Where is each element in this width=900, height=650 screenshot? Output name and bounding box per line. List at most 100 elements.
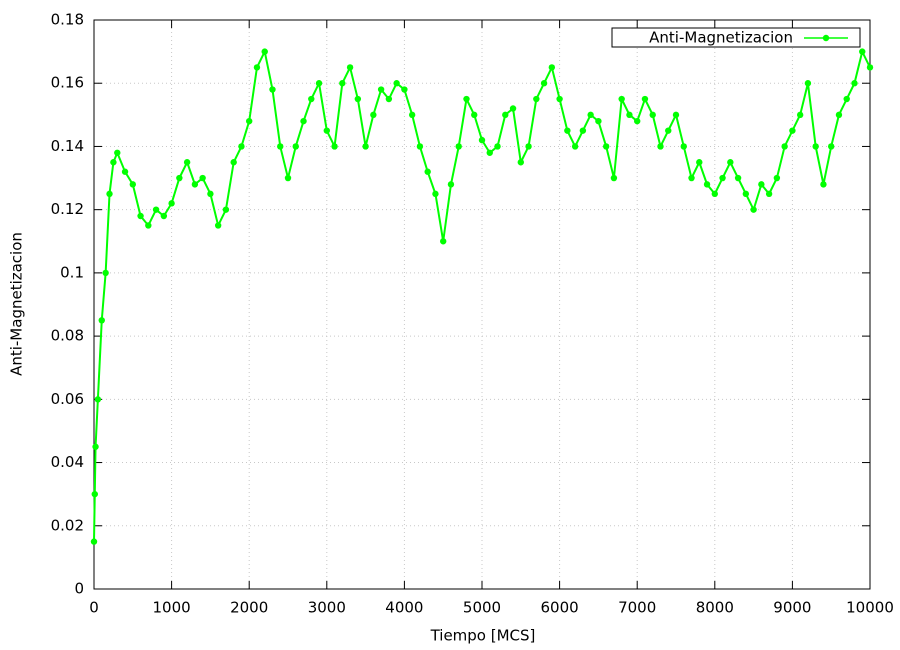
- data-point: [796, 111, 804, 119]
- x-tick-label: 8000: [696, 599, 734, 617]
- data-point: [571, 143, 579, 150]
- data-point: [486, 149, 493, 156]
- data-point: [804, 80, 812, 87]
- data-point: [408, 111, 416, 119]
- legend-box: [611, 27, 861, 48]
- data-point: [835, 111, 843, 119]
- data-point: [509, 105, 517, 112]
- x-tick-label: 10000: [846, 599, 894, 617]
- data-point: [781, 143, 788, 150]
- data-point: [703, 181, 711, 188]
- y-tick-label: 0.08: [51, 327, 84, 345]
- data-point: [424, 168, 431, 175]
- data-point: [727, 159, 734, 166]
- data-point: [253, 64, 261, 71]
- y-axis-label: Anti-Magnetizacion: [8, 232, 26, 376]
- data-point: [354, 95, 362, 103]
- data-point: [121, 168, 129, 175]
- data-point: [494, 143, 501, 150]
- data-point: [742, 190, 750, 198]
- x-tick-label: 2000: [230, 599, 268, 617]
- data-point: [595, 117, 602, 125]
- data-point: [300, 117, 307, 125]
- data-point: [696, 159, 703, 166]
- data-point: [688, 174, 695, 182]
- data-point: [471, 111, 478, 119]
- data-point: [308, 95, 315, 103]
- data-point: [176, 174, 183, 182]
- x-tick-label: 0: [89, 599, 99, 617]
- x-axis-label: Tiempo [MCS]: [430, 627, 536, 645]
- data-point: [207, 190, 214, 198]
- data-point: [331, 143, 338, 150]
- x-tick-label: 4000: [385, 599, 423, 617]
- data-point: [230, 159, 237, 166]
- data-point: [634, 117, 641, 125]
- data-point: [90, 538, 98, 545]
- y-tick-label: 0.06: [51, 390, 84, 408]
- data-point: [587, 111, 594, 119]
- y-tick-label: 0.14: [51, 137, 84, 155]
- data-point: [548, 64, 556, 71]
- data-point: [145, 222, 152, 229]
- data-point: [137, 212, 144, 220]
- data-point: [734, 174, 742, 182]
- data-line: [93, 48, 871, 542]
- data-point: [362, 143, 369, 150]
- data-point: [626, 111, 633, 119]
- data-point: [432, 190, 439, 198]
- data-point: [657, 143, 664, 150]
- data-point: [672, 111, 680, 119]
- data-point: [261, 48, 268, 55]
- data-point: [246, 117, 253, 125]
- data-point: [92, 443, 99, 450]
- data-point: [719, 174, 726, 182]
- data-point: [91, 490, 98, 498]
- data-point: [315, 80, 323, 87]
- data-point: [618, 95, 625, 103]
- data-point: [160, 212, 168, 220]
- data-point: [284, 174, 292, 182]
- data-point: [94, 396, 102, 403]
- data-point: [564, 127, 571, 134]
- data-point: [346, 64, 354, 71]
- data-point: [98, 317, 105, 324]
- data-point: [370, 111, 377, 119]
- data-point: [377, 86, 385, 93]
- data-point: [114, 149, 121, 156]
- data-point: [199, 174, 206, 182]
- x-tick-label: 5000: [463, 599, 501, 617]
- y-tick-label: 0.18: [51, 11, 84, 29]
- data-point: [765, 190, 773, 198]
- data-point: [447, 181, 455, 188]
- x-tick-label: 3000: [308, 599, 346, 617]
- x-tick-label: 9000: [773, 599, 811, 617]
- data-point: [323, 127, 330, 134]
- data-point: [277, 143, 284, 150]
- data-point: [393, 80, 400, 87]
- data-point: [859, 48, 866, 55]
- data-point: [525, 143, 532, 150]
- data-point: [843, 95, 850, 103]
- data-point: [222, 206, 230, 213]
- data-point: [152, 206, 160, 213]
- data-point: [579, 127, 587, 134]
- data-point: [440, 238, 447, 245]
- y-tick-label: 0.12: [51, 200, 84, 218]
- y-tick-label: 0.1: [60, 263, 84, 281]
- data-point: [191, 181, 199, 188]
- data-point: [478, 136, 486, 144]
- data-point: [102, 269, 109, 277]
- data-point: [269, 86, 276, 93]
- plot-frame: [93, 19, 871, 590]
- data-point: [540, 80, 548, 87]
- data-point: [649, 111, 656, 119]
- y-tick-label: 0: [74, 580, 84, 598]
- data-point: [463, 95, 470, 103]
- data-point: [292, 143, 299, 150]
- data-point: [214, 222, 222, 229]
- data-point: [680, 143, 687, 150]
- data-point: [851, 80, 858, 87]
- data-point: [556, 95, 563, 103]
